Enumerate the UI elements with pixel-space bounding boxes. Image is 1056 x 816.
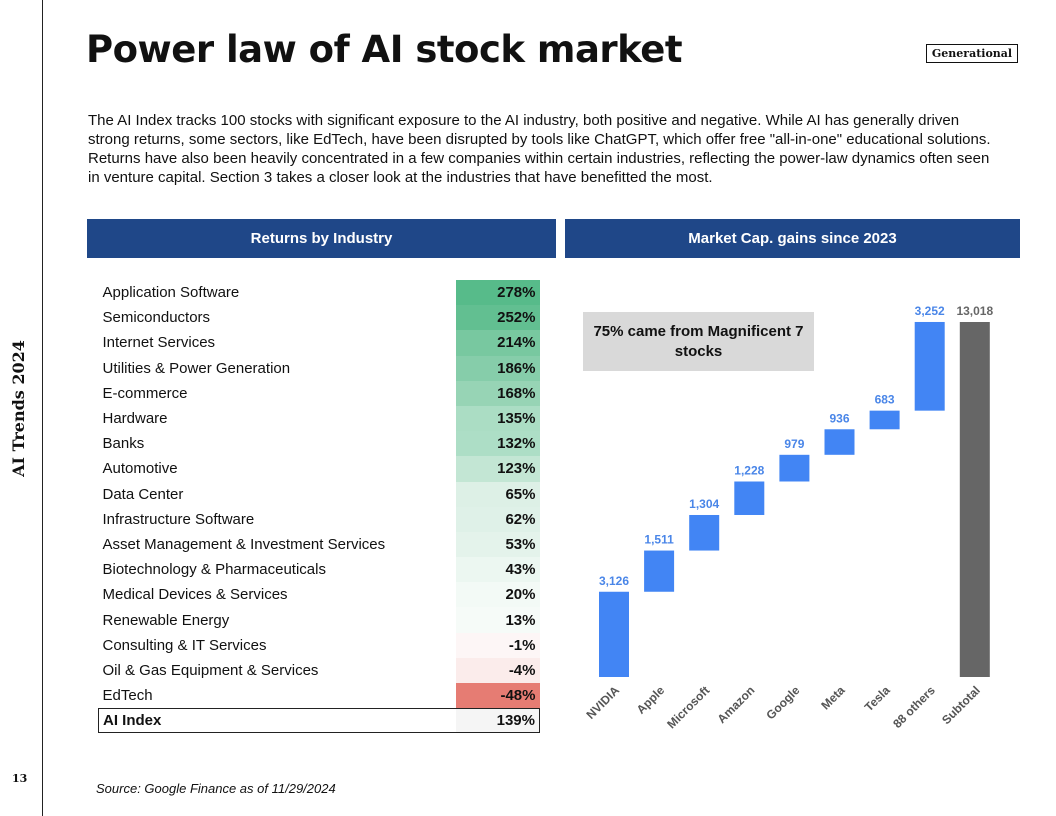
industry-return: 43% [455, 557, 540, 583]
data-label: 1,228 [734, 464, 764, 478]
table-row: Semiconductors 252% [99, 305, 540, 331]
industry-name: Application Software [102, 284, 240, 302]
industry-name: Data Center [102, 485, 184, 503]
callout-box: 75% came from Magnificent 7 stocks [583, 312, 814, 371]
data-label: 936 [829, 411, 849, 425]
industry-return: 168% [455, 380, 540, 406]
total-return: 139% [455, 707, 540, 733]
industry-return: 186% [455, 355, 540, 381]
table-row: Infrastructure Software 62% [99, 506, 540, 532]
data-label: 3,126 [599, 574, 629, 588]
x-tick-label: NVIDIA [583, 683, 622, 722]
industry-name: Renewable Energy [102, 611, 230, 629]
industry-return: 132% [455, 431, 540, 457]
table-row: Renewable Energy 13% [99, 607, 540, 633]
table-row: Data Center 65% [99, 481, 540, 507]
table-row: E-commerce 168% [99, 380, 540, 406]
table-row: Consulting & IT Services -1% [99, 632, 540, 658]
table-row: Hardware 135% [99, 405, 540, 432]
waterfall-bar [869, 410, 900, 430]
x-tick-label: Apple [634, 683, 668, 717]
data-label: 13,018 [956, 304, 993, 318]
industry-name: Infrastructure Software [102, 510, 255, 528]
x-tick-label: Tesla [862, 683, 893, 714]
industry-return: -48% [455, 683, 540, 709]
table-row: Medical Devices & Services 20% [99, 582, 540, 608]
industry-return: 62% [455, 506, 540, 532]
industry-name: Hardware [102, 410, 168, 428]
industry-name: Automotive [102, 460, 178, 478]
sidebar-divider [42, 0, 43, 816]
table-row: Oil & Gas Equipment & Services -4% [99, 657, 540, 683]
source-note: Source: Google Finance as of 11/29/2024 [96, 781, 336, 796]
industry-return: 135% [455, 405, 540, 432]
waterfall-bar [824, 429, 855, 455]
industry-return: 214% [455, 330, 540, 356]
table-row: Biotechnology & Pharmaceuticals 43% [99, 557, 540, 583]
table-row: Utilities & Power Generation 186% [99, 355, 540, 381]
page-number: 13 [12, 772, 28, 785]
table-row: Application Software 278% [99, 280, 540, 306]
table-row: Internet Services 214% [99, 330, 540, 356]
total-name: AI Index [98, 707, 456, 733]
industry-name: E-commerce [102, 384, 188, 402]
market-cap-panel-header: Market Cap. gains since 2023 [565, 219, 1020, 258]
intro-paragraph: The AI Index tracks 100 stocks with sign… [88, 112, 991, 186]
waterfall-bar [914, 321, 945, 411]
total-row: AI Index 139% [98, 707, 540, 733]
x-tick-label: Amazon [715, 683, 758, 726]
industry-return: 278% [455, 280, 540, 306]
data-label: 3,252 [915, 304, 945, 318]
data-label: 1,511 [644, 533, 674, 547]
waterfall-bar [689, 514, 720, 551]
x-tick-label: 88 others [890, 683, 938, 731]
waterfall-bar [959, 322, 990, 677]
industry-name: Internet Services [102, 334, 216, 352]
sidebar-label: AI Trends 2024 [8, 339, 28, 477]
industry-name: EdTech [102, 686, 153, 704]
industry-name: Oil & Gas Equipment & Services [102, 661, 319, 679]
industry-return: -1% [455, 632, 540, 658]
industry-return: 20% [455, 582, 540, 608]
returns-table: Application Software 278% Semiconductors 25… [98, 280, 540, 733]
data-label: 979 [784, 437, 804, 451]
waterfall-bar [779, 454, 810, 482]
waterfall-bar [644, 550, 675, 592]
industry-return: 53% [455, 531, 540, 558]
industry-name: Semiconductors [102, 309, 211, 327]
waterfall-bar [599, 591, 629, 677]
x-tick-label: Google [763, 683, 802, 722]
industry-name: Banks [102, 435, 145, 453]
industry-return: 65% [455, 481, 540, 507]
industry-return: 123% [455, 456, 540, 482]
table-row: Asset Management & Investment Services 53… [99, 531, 540, 558]
x-tick-label: Meta [818, 683, 847, 712]
category-badge: Generational [926, 44, 1018, 63]
x-tick-label: Subtotal [939, 683, 983, 727]
industry-name: Asset Management & Investment Services [102, 535, 386, 553]
industry-name: Utilities & Power Generation [102, 359, 291, 377]
table-row: EdTech -48% [99, 683, 540, 709]
market-cap-waterfall-chart: 3,126 NVIDIA 1,511 Apple 1,304 Microsoft 1,228… [583, 304, 993, 731]
waterfall-bar [734, 481, 765, 515]
industry-return: 252% [455, 305, 540, 331]
data-label: 1,304 [689, 497, 719, 511]
page-title: Power law of AI stock market [86, 28, 683, 71]
table-row: Banks 132% [99, 431, 540, 457]
industry-name: Consulting & IT Services [102, 636, 267, 654]
industry-return: -4% [455, 657, 540, 683]
returns-panel-header: Returns by Industry [87, 219, 556, 258]
data-label: 683 [875, 393, 895, 407]
x-tick-label: Microsoft [664, 683, 712, 731]
industry-name: Biotechnology & Pharmaceuticals [102, 561, 326, 579]
table-row: Automotive 123% [99, 456, 540, 482]
industry-name: Medical Devices & Services [102, 586, 288, 604]
industry-return: 13% [455, 607, 540, 633]
